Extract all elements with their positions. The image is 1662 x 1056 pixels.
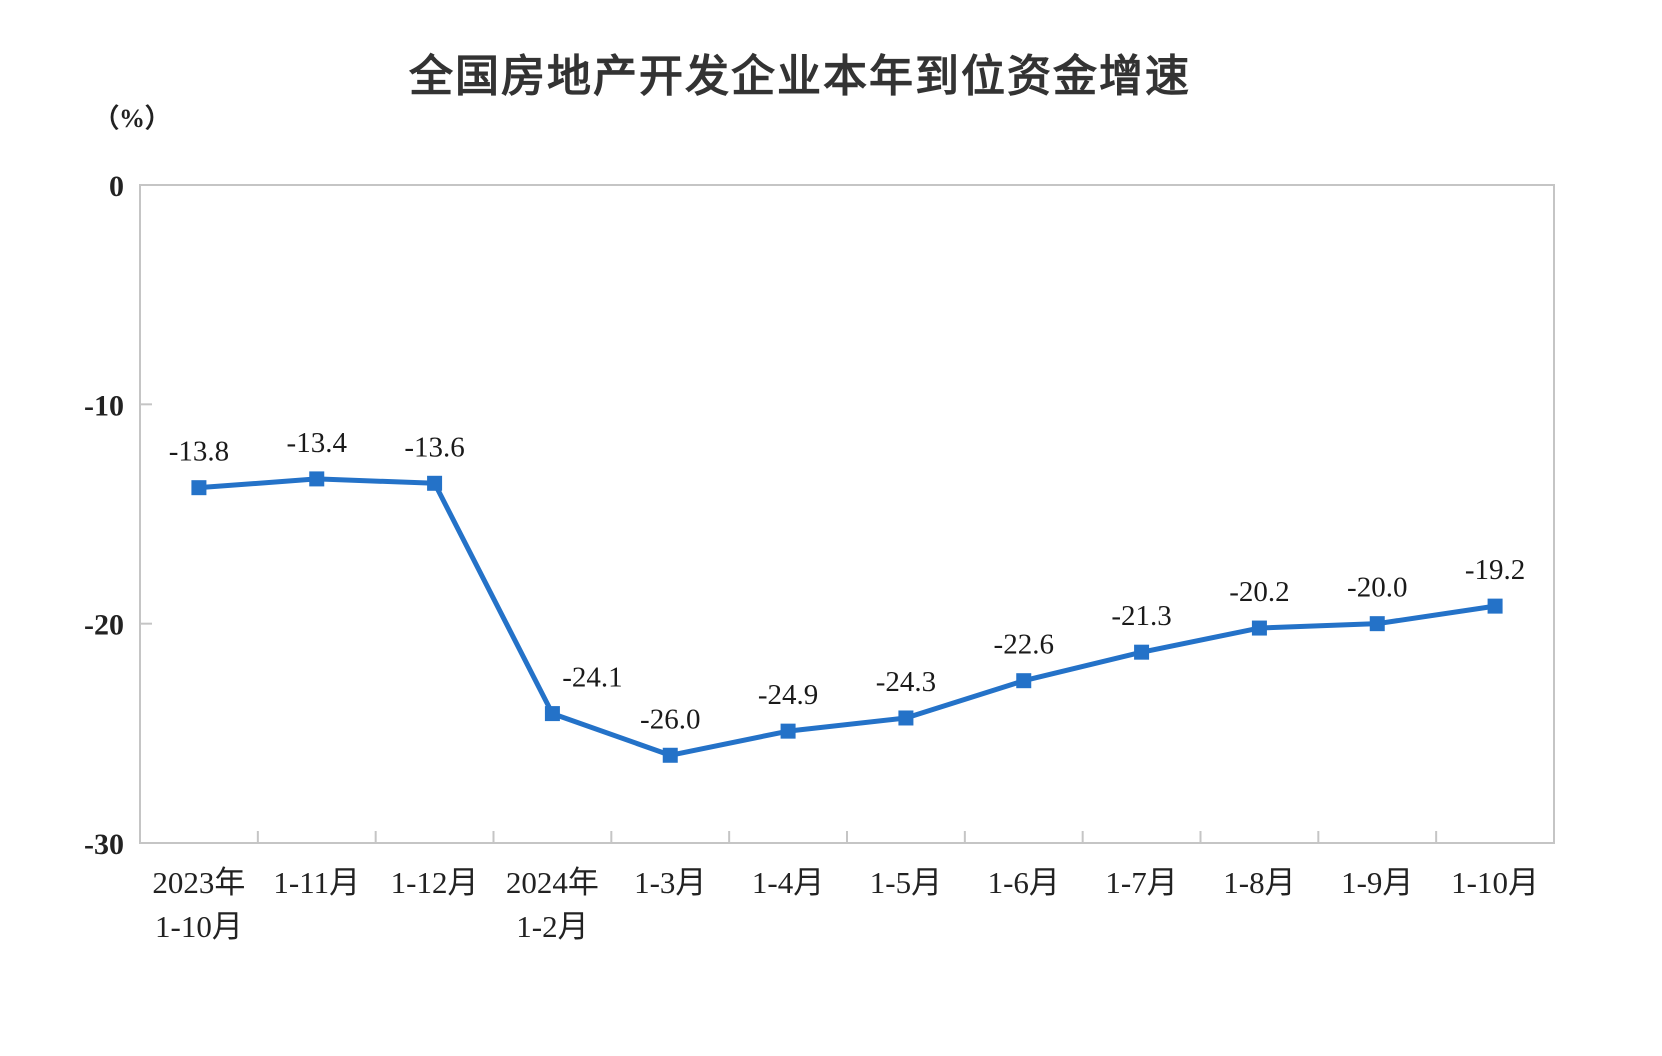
data-point-label: -19.2 — [1465, 554, 1525, 586]
x-axis-label: 1-8月 — [1223, 865, 1295, 900]
data-point-marker — [309, 471, 325, 487]
plot-border — [139, 184, 1555, 844]
x-axis-label: 1-9月 — [1341, 865, 1413, 900]
y-axis-tick-label: -10 — [84, 389, 124, 422]
data-point-marker — [1016, 673, 1032, 689]
chart-title: 全国房地产开发企业本年到位资金增速 — [409, 52, 1191, 101]
x-axis-label: 1-11月 — [273, 865, 360, 900]
y-axis-tick-label: 0 — [109, 170, 124, 203]
x-axis-label: 2024年 1-2月 — [506, 865, 599, 944]
y-axis-unit-label: （%） — [93, 104, 172, 133]
data-point-label: -22.6 — [994, 629, 1054, 661]
data-point-label: -13.4 — [287, 427, 348, 459]
data-point-marker — [191, 480, 207, 496]
x-axis-label: 1-10月 — [1451, 865, 1539, 900]
series-line — [196, 476, 1498, 758]
x-axis-label: 1-3月 — [634, 865, 706, 900]
x-axis-label: 1-5月 — [870, 865, 942, 900]
data-point-marker — [1134, 644, 1150, 660]
x-axis-label: 1-6月 — [988, 865, 1060, 900]
y-axis-tick-label: -20 — [84, 609, 124, 642]
x-axis-label: 2023年 1-10月 — [152, 865, 245, 944]
data-point-label: -13.8 — [169, 436, 229, 468]
data-point-label: -26.0 — [640, 703, 700, 735]
data-point-label: -13.6 — [404, 431, 464, 463]
data-point-marker — [662, 747, 678, 763]
data-point-marker — [544, 706, 560, 722]
x-axis-label: 1-7月 — [1105, 865, 1177, 900]
data-point-marker — [427, 475, 443, 491]
data-point-marker — [1487, 598, 1503, 614]
x-axis-label: 1-12月 — [391, 865, 479, 900]
data-point-marker — [1251, 620, 1267, 636]
x-axis-label: 1-4月 — [752, 865, 824, 900]
data-point-label: -20.0 — [1347, 572, 1407, 604]
data-point-label: -24.3 — [876, 666, 936, 698]
data-point-label: -21.3 — [1111, 600, 1171, 632]
data-point-label: -20.2 — [1229, 576, 1289, 608]
data-point-marker — [898, 710, 914, 726]
data-point-marker — [780, 723, 796, 739]
data-point-label: -24.1 — [562, 662, 622, 694]
y-axis-tick-label: -30 — [84, 828, 124, 861]
data-point-marker — [1369, 616, 1385, 632]
data-point-label: -24.9 — [758, 679, 818, 711]
